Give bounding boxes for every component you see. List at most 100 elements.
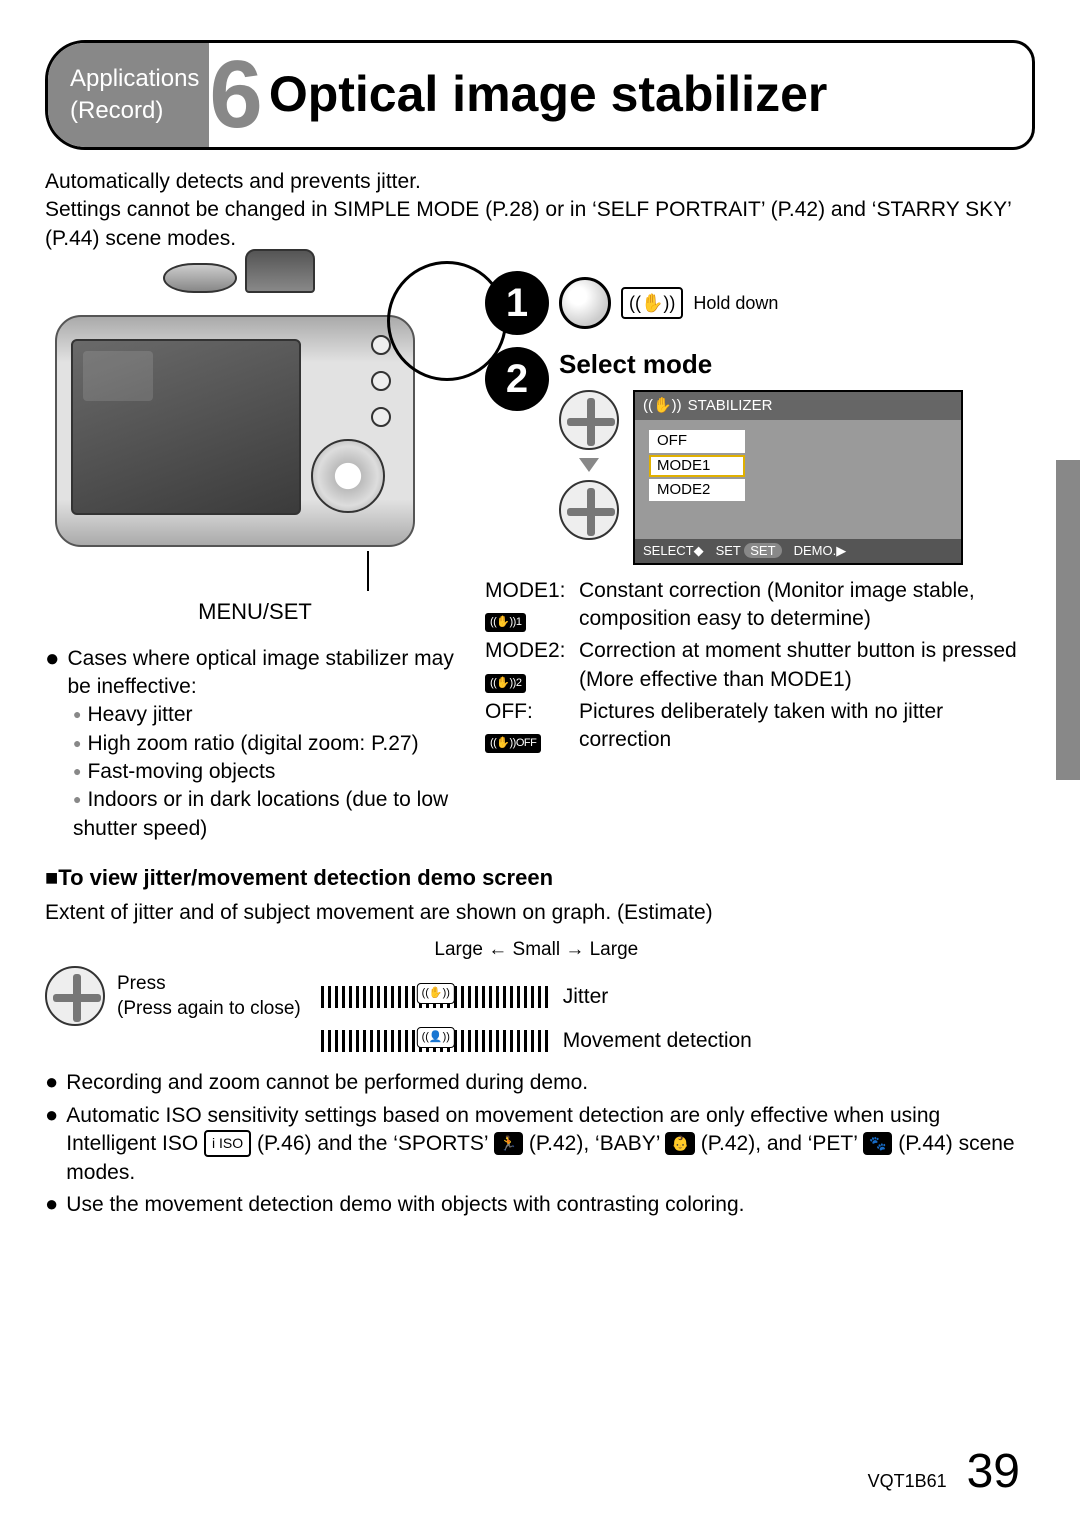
- hold-down-label: Hold down: [693, 291, 778, 315]
- menu-footer: SELECT◆ SET SET DEMO.▶: [635, 539, 961, 563]
- header-category: Applications (Record): [48, 43, 209, 147]
- mode-key: MODE1:: [485, 577, 569, 605]
- ois-button-icon: [559, 277, 611, 329]
- header-subcategory-label: (Record): [70, 95, 199, 127]
- demo-bars: Large ← Small → Large ((✋)) Jitter ((👤))…: [321, 937, 752, 1055]
- menu-option-selected: MODE1: [649, 455, 745, 477]
- menu-header-label: STABILIZER: [688, 396, 773, 416]
- jitter-bar-row: ((✋)) Jitter: [321, 983, 752, 1011]
- intro-text: Automatically detects and prevents jitte…: [45, 168, 1035, 253]
- camera-dpad: [311, 439, 385, 513]
- movement-bar: ((👤)): [321, 1030, 551, 1052]
- page-number: 39: [967, 1440, 1020, 1505]
- camera-lens: [245, 249, 315, 293]
- mode-desc: Pictures deliberately taken with no jitt…: [579, 698, 1035, 755]
- demo-heading-text: To view jitter/movement detection demo s…: [58, 865, 553, 890]
- mode-key: MODE2:: [485, 637, 569, 665]
- movement-bar-row: ((👤)) Movement detection: [321, 1027, 752, 1055]
- pet-icon: 🐾: [863, 1132, 892, 1155]
- page-title: Optical image stabilizer: [269, 61, 848, 129]
- mode-icon: ((✋))1: [485, 613, 526, 632]
- note-text: Recording and zoom cannot be performed d…: [66, 1069, 588, 1097]
- step2-title: Select mode: [559, 347, 1035, 382]
- mode-icon: ((✋))OFF: [485, 734, 541, 753]
- mode-row: OFF: ((✋))OFF Pictures deliberately take…: [485, 698, 1035, 755]
- page-footer: VQT1B61 39: [868, 1440, 1020, 1505]
- bullet-icon: ●: [45, 645, 60, 702]
- step-1: 1 ((✋)) Hold down: [485, 271, 1035, 335]
- main-grid: MENU/SET ● Cases where optical image sta…: [45, 271, 1035, 843]
- mode-descriptions: MODE1: ((✋))1 Constant correction (Monit…: [485, 577, 1035, 755]
- menu-footer-demo: DEMO.▶: [794, 542, 847, 560]
- ineffective-cases: ● Cases where optical image stabilizer m…: [45, 645, 465, 843]
- dpad-icon: [559, 390, 619, 450]
- header-category-label: Applications: [70, 63, 199, 95]
- demo-row: Press (Press again to close) Large ← Sma…: [45, 937, 1035, 1055]
- menu-option: MODE2: [649, 479, 745, 501]
- note-item: ● Use the movement detection demo with o…: [45, 1191, 1035, 1219]
- camera-side-buttons: [371, 335, 391, 427]
- intro-line2: Settings cannot be changed in SIMPLE MOD…: [45, 196, 1035, 253]
- camera-dial: [163, 263, 237, 293]
- side-tab: [1056, 460, 1080, 780]
- ois-icon: ((✋)): [621, 287, 683, 319]
- menu-option: OFF: [649, 430, 745, 452]
- ineffective-list: Heavy jitter High zoom ratio (digital zo…: [73, 701, 465, 843]
- right-column: 1 ((✋)) Hold down 2 Select mode ((✋): [485, 271, 1035, 843]
- mode-row: MODE1: ((✋))1 Constant correction (Monit…: [485, 577, 1035, 634]
- camera-body: [55, 315, 415, 547]
- pointer-line: [367, 551, 369, 591]
- list-item: High zoom ratio (digital zoom: P.27): [73, 730, 465, 758]
- press-block: Press (Press again to close): [45, 966, 301, 1026]
- scale-label: Large ← Small → Large: [321, 937, 752, 963]
- note-item: ● Automatic ISO sensitivity settings bas…: [45, 1102, 1035, 1187]
- mode-desc: Constant correction (Monitor image stabl…: [579, 577, 1035, 634]
- camera-button: [371, 371, 391, 391]
- header-step-number: 6: [209, 47, 268, 143]
- dpad-stack: [559, 390, 619, 540]
- jitter-center-icon: ((✋)): [417, 983, 455, 1004]
- doc-code: VQT1B61: [868, 1469, 947, 1493]
- step2-body: ((✋)) STABILIZER OFF MODE1 MODE2 SELECT◆…: [559, 390, 1035, 565]
- square-bullet-icon: ■: [45, 865, 58, 890]
- menu-footer-set: SET SET: [716, 542, 782, 560]
- menu-footer-select: SELECT◆: [643, 542, 704, 560]
- dpad-icon: [45, 966, 105, 1026]
- camera-screen: [71, 339, 301, 515]
- press-label: Press: [117, 971, 301, 997]
- mode-desc: Correction at moment shutter button is p…: [579, 637, 1035, 694]
- camera-button: [371, 407, 391, 427]
- camera-illustration: [45, 271, 445, 591]
- menu-body: OFF MODE1 MODE2: [635, 420, 961, 539]
- movement-center-icon: ((👤)): [417, 1027, 455, 1048]
- camera-button: [371, 335, 391, 355]
- menu-set-label: MENU/SET: [45, 597, 465, 627]
- press-text: Press (Press again to close): [117, 971, 301, 1022]
- list-item: Fast-moving objects: [73, 758, 465, 786]
- step-2: 2 Select mode ((✋)) STABILIZER: [485, 347, 1035, 565]
- left-column: MENU/SET ● Cases where optical image sta…: [45, 271, 465, 843]
- menu-header: ((✋)) STABILIZER: [635, 392, 961, 420]
- mode-key: OFF:: [485, 698, 569, 726]
- bullet-icon: ●: [45, 1191, 58, 1219]
- demo-lead: Extent of jitter and of subject movement…: [45, 899, 1035, 927]
- mode-row: MODE2: ((✋))2 Correction at moment shutt…: [485, 637, 1035, 694]
- dpad-icon: [559, 480, 619, 540]
- down-arrow-icon: [579, 458, 599, 472]
- iso-icon: i ISO: [204, 1130, 251, 1157]
- ois-mini-icon: ((✋)): [643, 396, 682, 416]
- demo-heading: ■To view jitter/movement detection demo …: [45, 863, 1035, 893]
- jitter-label: Jitter: [563, 983, 609, 1011]
- bullet-icon: ●: [45, 1069, 58, 1097]
- note-text: Automatic ISO sensitivity settings based…: [66, 1102, 1035, 1187]
- notes: ● Recording and zoom cannot be performed…: [45, 1069, 1035, 1219]
- movement-label: Movement detection: [563, 1027, 752, 1055]
- page-header: Applications (Record) 6 Optical image st…: [45, 40, 1035, 150]
- ineffective-lead: Cases where optical image stabilizer may…: [68, 645, 466, 702]
- list-item: Heavy jitter: [73, 701, 465, 729]
- stabilizer-menu: ((✋)) STABILIZER OFF MODE1 MODE2 SELECT◆…: [633, 390, 963, 565]
- note-item: ● Recording and zoom cannot be performed…: [45, 1069, 1035, 1097]
- sports-icon: 🏃: [494, 1132, 523, 1155]
- press-again-label: (Press again to close): [117, 996, 301, 1022]
- mode-icon: ((✋))2: [485, 674, 526, 693]
